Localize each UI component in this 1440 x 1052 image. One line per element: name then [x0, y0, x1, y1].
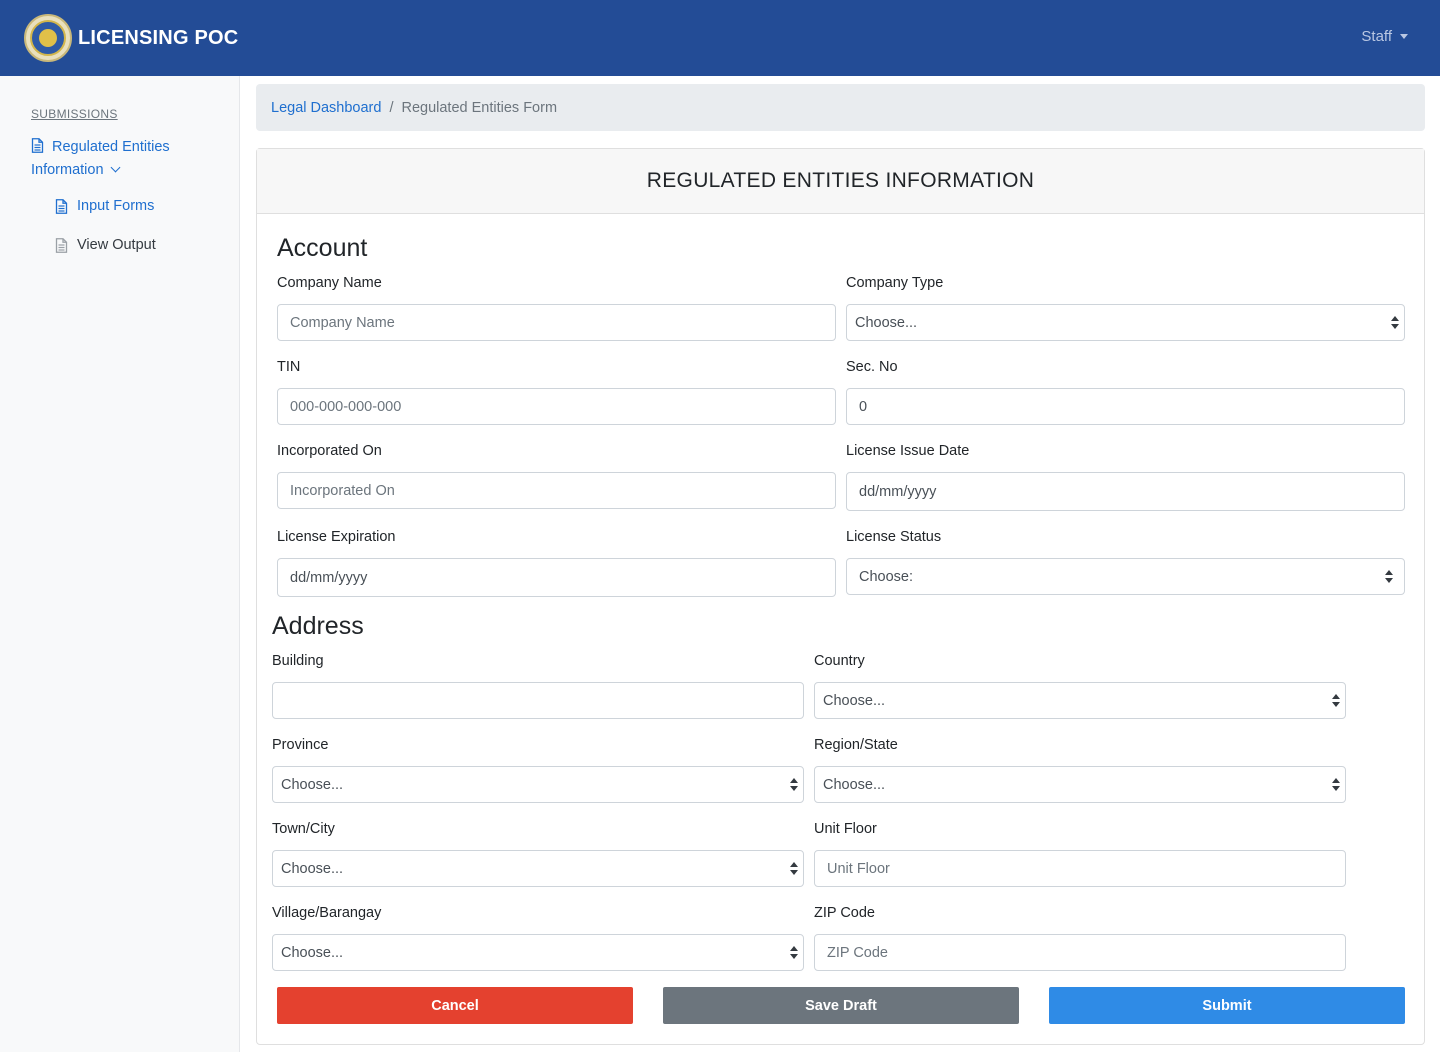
- license-issue-date-field[interactable]: dd/mm/yyyy: [846, 472, 1405, 511]
- user-menu-dropdown[interactable]: Staff: [1361, 28, 1408, 45]
- breadcrumb: Legal Dashboard / Regulated Entities For…: [256, 84, 1425, 131]
- province-value: Choose...: [281, 776, 344, 793]
- license-status-value: Choose:: [859, 568, 914, 585]
- sidebar-item-view-output[interactable]: View Output: [55, 237, 156, 253]
- sidebar-item-label: Regulated Entities: [52, 139, 170, 155]
- building-label: Building: [272, 653, 324, 669]
- zip-code-input[interactable]: [827, 944, 1333, 961]
- incorporated-on-field[interactable]: [277, 472, 836, 509]
- town-city-select[interactable]: Choose...: [272, 850, 804, 887]
- license-expiration-value: dd/mm/yyyy: [290, 569, 368, 586]
- region-state-select[interactable]: Choose...: [814, 766, 1346, 803]
- tin-label: TIN: [277, 359, 301, 375]
- sidebar: SUBMISSIONS Regulated Entities Informati…: [0, 76, 240, 1052]
- caret-down-icon: [1400, 34, 1408, 39]
- company-name-input[interactable]: [290, 314, 823, 331]
- incorporated-on-label: Incorporated On: [277, 443, 382, 459]
- region-state-value: Choose...: [823, 776, 886, 793]
- unit-floor-field[interactable]: [814, 850, 1346, 887]
- zip-code-label: ZIP Code: [814, 905, 875, 921]
- license-status-select[interactable]: Choose:: [846, 558, 1405, 595]
- village-barangay-label: Village/Barangay: [272, 905, 382, 921]
- license-status-label: License Status: [846, 529, 942, 545]
- incorporated-on-input[interactable]: [290, 482, 823, 499]
- submit-button[interactable]: Submit: [1049, 987, 1405, 1024]
- select-updown-icon: [1332, 778, 1340, 792]
- village-barangay-value: Choose...: [281, 944, 344, 961]
- unit-floor-label: Unit Floor: [814, 821, 877, 837]
- document-icon: [55, 198, 68, 214]
- country-select[interactable]: Choose...: [814, 682, 1346, 719]
- tin-input[interactable]: [290, 398, 823, 415]
- form-card: REGULATED ENTITIES INFORMATION Account C…: [256, 148, 1425, 1045]
- country-value: Choose...: [823, 692, 886, 709]
- sec-no-label: Sec. No: [846, 359, 898, 375]
- company-type-label: Company Type: [846, 275, 944, 291]
- town-city-label: Town/City: [272, 821, 335, 837]
- user-menu-label: Staff: [1361, 28, 1392, 45]
- unit-floor-input[interactable]: [827, 860, 1333, 877]
- sidebar-item-label: View Output: [77, 237, 156, 253]
- license-expiration-label: License Expiration: [277, 529, 396, 545]
- sidebar-item-label-line2: Information: [31, 162, 104, 178]
- select-updown-icon: [1385, 570, 1393, 584]
- country-label: Country: [814, 653, 865, 669]
- company-name-label: Company Name: [277, 275, 382, 291]
- account-section-title: Account: [277, 234, 368, 262]
- breadcrumb-link-legal-dashboard[interactable]: Legal Dashboard: [271, 99, 382, 116]
- sidebar-item-label: Input Forms: [77, 198, 155, 214]
- zip-code-field[interactable]: [814, 934, 1346, 971]
- license-issue-date-label: License Issue Date: [846, 443, 970, 459]
- province-select[interactable]: Choose...: [272, 766, 804, 803]
- license-expiration-field[interactable]: dd/mm/yyyy: [277, 558, 836, 597]
- license-issue-date-value: dd/mm/yyyy: [859, 483, 937, 500]
- select-updown-icon: [1391, 316, 1399, 330]
- document-icon: [55, 237, 68, 253]
- document-icon: [31, 138, 44, 153]
- village-barangay-select[interactable]: Choose...: [272, 934, 804, 971]
- select-updown-icon: [790, 946, 798, 960]
- brand[interactable]: LICENSING POC: [24, 14, 238, 62]
- sidebar-item-input-forms[interactable]: Input Forms: [55, 198, 154, 214]
- building-field[interactable]: [272, 682, 804, 719]
- breadcrumb-current: Regulated Entities Form: [401, 99, 558, 116]
- sec-no-value: 0: [859, 398, 868, 415]
- breadcrumb-separator: /: [389, 99, 394, 116]
- top-navbar: LICENSING POC Staff: [0, 0, 1440, 76]
- company-type-select[interactable]: Choose...: [846, 304, 1405, 341]
- save-draft-button[interactable]: Save Draft: [663, 987, 1019, 1024]
- company-name-field[interactable]: [277, 304, 836, 341]
- select-updown-icon: [790, 862, 798, 876]
- tin-field[interactable]: [277, 388, 836, 425]
- town-city-value: Choose...: [281, 860, 344, 877]
- chevron-down-icon: [110, 162, 120, 173]
- seal-logo: [24, 14, 72, 62]
- select-updown-icon: [1332, 694, 1340, 708]
- sidebar-item-regulated-entities[interactable]: Regulated Entities Information: [31, 136, 221, 182]
- cancel-button[interactable]: Cancel: [277, 987, 633, 1024]
- brand-name: LICENSING POC: [78, 26, 239, 49]
- province-label: Province: [272, 737, 329, 753]
- building-input[interactable]: [285, 692, 791, 709]
- sidebar-heading: SUBMISSIONS: [31, 107, 118, 121]
- card-title: REGULATED ENTITIES INFORMATION: [257, 149, 1424, 214]
- address-section-title: Address: [272, 612, 364, 640]
- select-updown-icon: [790, 778, 798, 792]
- company-type-value: Choose...: [855, 314, 918, 331]
- region-state-label: Region/State: [814, 737, 898, 753]
- sec-no-field[interactable]: 0: [846, 388, 1405, 425]
